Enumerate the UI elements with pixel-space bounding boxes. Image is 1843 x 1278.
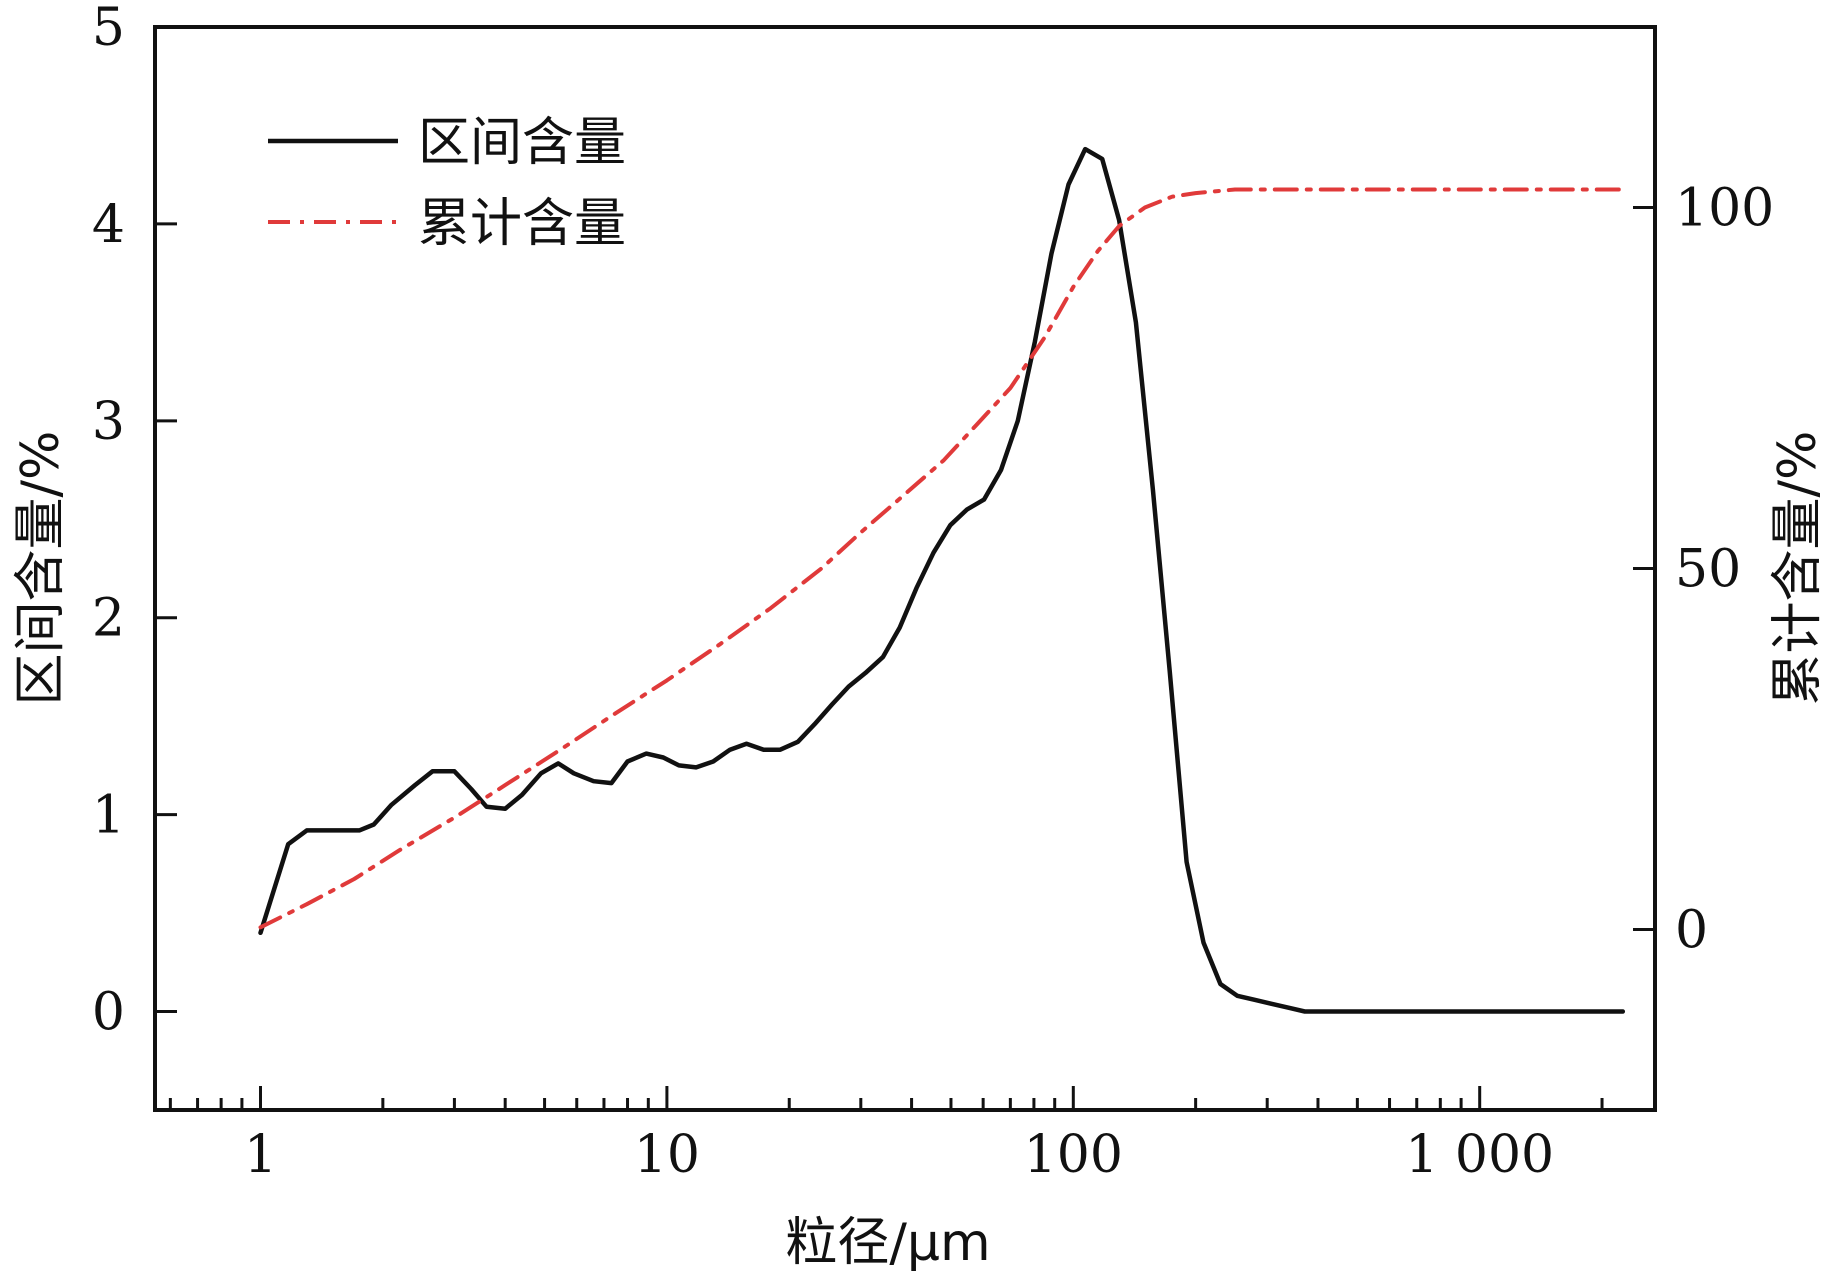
legend: 区间含量 累计含量: [268, 113, 626, 254]
x-axis-title: 粒径/μm: [785, 1213, 990, 1273]
legend-label-cumulative: 累计含量: [418, 194, 626, 254]
y-left-tick-label: 4: [92, 195, 125, 255]
y-right-tick-label: 0: [1675, 901, 1708, 961]
y-left-tick-label: 2: [92, 589, 125, 649]
legend-label-interval: 区间含量: [418, 113, 626, 173]
x-tick-label: 1: [244, 1125, 277, 1185]
y-left-tick-label: 5: [92, 0, 125, 58]
y-axis-right-title: 累计含量/%: [1768, 431, 1828, 706]
series-line-interval: [258, 146, 1626, 1014]
y-right-tick-label: 100: [1675, 179, 1774, 239]
y-left-tick-label: 0: [92, 983, 125, 1043]
x-tick-label: 1 000: [1405, 1125, 1554, 1185]
y-axis-left-title: 区间含量/%: [11, 431, 71, 706]
y-right-tick-label: 50: [1675, 540, 1741, 600]
plot-frame: [153, 25, 1657, 1112]
x-tick-label: 10: [634, 1125, 700, 1185]
y-left-tick-label: 1: [92, 786, 125, 846]
series-line-cumulative: [258, 187, 1625, 930]
y-left-tick-label: 3: [92, 392, 125, 452]
x-tick-label: 100: [1024, 1125, 1123, 1185]
series-layer: [258, 146, 1626, 1014]
